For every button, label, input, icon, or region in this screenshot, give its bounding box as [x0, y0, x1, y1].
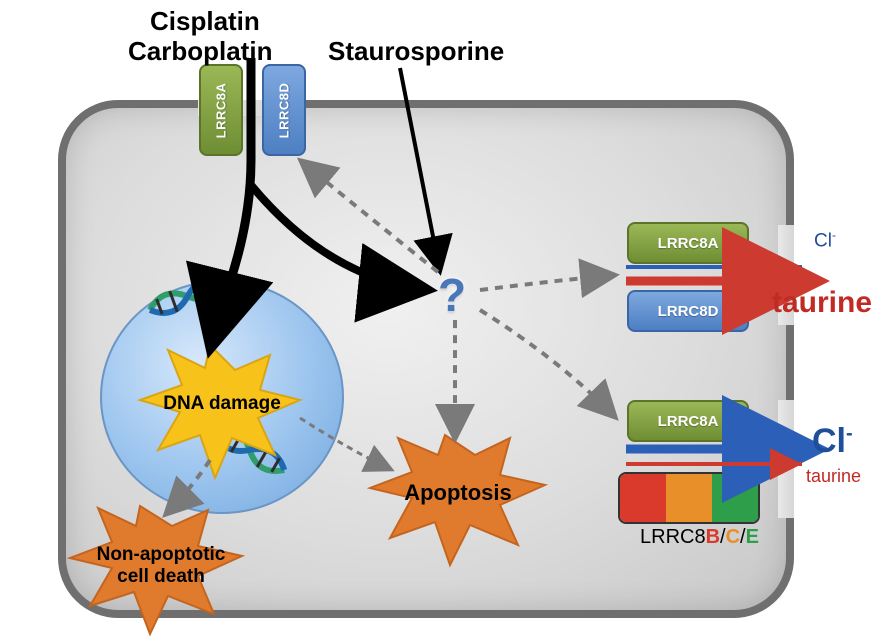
- label-cl-small: Cl-: [814, 228, 836, 252]
- label-nonapoptotic-1: Non-apoptotic: [76, 544, 246, 566]
- label-bce: LRRC8B/C/E: [640, 526, 759, 549]
- label-cl-big: Cl-: [812, 422, 853, 461]
- bce-green: [712, 474, 758, 522]
- channel-lrrc8d-right: LRRC8D: [627, 290, 749, 332]
- channel-lrrc8bce: [618, 472, 760, 524]
- label-carboplatin: Carboplatin: [128, 36, 272, 67]
- channel-lrrc8a-right1: LRRC8A: [627, 222, 749, 264]
- label-cisplatin: Cisplatin: [150, 6, 260, 37]
- label-apoptosis: Apoptosis: [398, 480, 518, 506]
- bce-red: [620, 474, 666, 522]
- membrane-gap-bottom: [778, 400, 794, 518]
- label-staurosporine: Staurosporine: [328, 36, 504, 67]
- channel-lrrc8a-right2: LRRC8A: [627, 400, 749, 442]
- label-taurine-small: taurine: [806, 466, 861, 487]
- label-dna-damage: DNA damage: [152, 393, 292, 415]
- label-nonapoptotic-2: cell death: [76, 566, 246, 588]
- lrrc8a-label: LRRC8A: [214, 82, 229, 138]
- lrrc8d-label: LRRC8D: [277, 82, 292, 138]
- channel-lrrc8d-top: LRRC8D: [262, 64, 306, 156]
- channel-lrrc8a-top: LRRC8A: [199, 64, 243, 156]
- bce-orange: [666, 474, 712, 522]
- label-taurine-big: taurine: [772, 286, 872, 320]
- question-mark: ?: [438, 268, 466, 322]
